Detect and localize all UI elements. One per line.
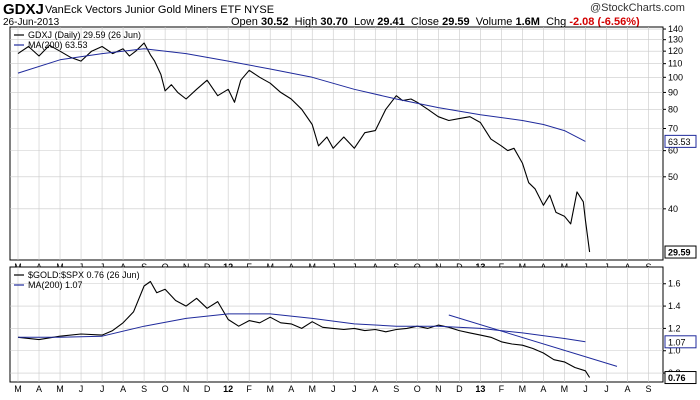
panel-1-ytick-label: 90 — [668, 87, 678, 97]
panel-2-month-label: M — [308, 384, 316, 394]
panel-2-ma-value-label: 1.07 — [668, 337, 686, 347]
panel-2-frame — [9, 266, 664, 383]
volume-value: 1.6M — [515, 16, 540, 28]
panel-2-month-label: M — [56, 384, 64, 394]
open-label: Open — [231, 16, 258, 28]
panel-2-month-label: M — [519, 384, 527, 394]
change-label: Chg — [546, 16, 567, 28]
ticker-symbol: GDXJ — [3, 1, 44, 18]
panel-1-ma-200-line — [17, 48, 586, 142]
panel-2-month-label: M — [561, 384, 569, 394]
panel-2-month-label: M — [14, 384, 22, 394]
panel-1-ytick-label: 140 — [668, 24, 683, 34]
panel-2-month-label: J — [331, 384, 336, 394]
panel-2-month-label: A — [288, 384, 294, 394]
panel-2-month-label: F — [246, 384, 252, 394]
panel-2-legend-price: $GOLD:$SPX 0.76 (26 Jun) — [28, 270, 140, 280]
panel-2-ma-200-line — [18, 313, 586, 343]
panel-2-month-label: F — [499, 384, 505, 394]
panel-2-month-label: S — [393, 384, 399, 394]
panel-2-month-label: 12 — [223, 384, 233, 394]
exchange-label: NYSE — [244, 4, 275, 16]
panel-1-last-value-label-box — [664, 245, 697, 259]
panel-2-ytick-label: 1.0 — [668, 346, 681, 356]
panel-2-month-label: A — [624, 384, 630, 394]
low-label: Low — [353, 16, 375, 28]
chart-date: 26-Jun-2013 — [3, 17, 60, 28]
high-label: High — [294, 16, 318, 28]
panel-2-month-label: A — [540, 384, 546, 394]
panel-2-month-label: J — [100, 384, 105, 394]
close-label: Close — [410, 16, 440, 28]
panel-2-ytick-label: 1.6 — [668, 279, 681, 289]
panel-2-month-label: A — [120, 384, 126, 394]
panel-2-price-line — [17, 280, 591, 378]
panel-1-ytick-label: 60 — [668, 146, 678, 156]
close-value: 29.59 — [442, 16, 470, 28]
panel-2-month-label: D — [456, 384, 463, 394]
panel-1-frame — [9, 26, 664, 261]
panel-1-price-line — [17, 42, 591, 253]
panel-2-month-label: O — [414, 384, 421, 394]
panel-1-ytick-label: 70 — [668, 124, 678, 134]
panel-2-month-label: 13 — [475, 384, 485, 394]
panel-2-last-value-label-box — [664, 371, 697, 385]
panel-1-last-value-label: 29.59 — [668, 248, 691, 258]
panel-2-month-label: J — [352, 384, 357, 394]
panel-1-ytick-label: 80 — [668, 104, 678, 114]
panel-2-month-label: S — [645, 384, 651, 394]
panel-2-month-label: D — [204, 384, 211, 394]
panel-1-ytick-label: 50 — [668, 172, 678, 182]
panel-2-month-label: N — [183, 384, 190, 394]
high-value: 30.70 — [320, 16, 348, 28]
panel-2-month-label: A — [372, 384, 378, 394]
panel-2-legend-ma: MA(200) 1.07 — [28, 280, 83, 290]
panel-1-ma-value-label: 63.53 — [668, 137, 691, 147]
panel-1-legend-price: GDXJ (Daily) 29.59 (26 Jun) — [28, 30, 141, 40]
panel-1-legend-ma: MA(200) 63.53 — [28, 40, 88, 50]
panel-2-month-label: J — [604, 384, 609, 394]
panel-2-month-label: J — [583, 384, 588, 394]
panel-2-ytick-label: 1.4 — [668, 301, 681, 311]
panel-1-ytick-label: 120 — [668, 46, 683, 56]
watermark: @StockCharts.com — [590, 2, 685, 14]
security-name: VanEck Vectors Junior Gold Miners ETF NY… — [45, 4, 274, 16]
panel-2-month-label: N — [435, 384, 442, 394]
panel-1-ma-value-label-box — [664, 134, 697, 148]
low-value: 29.41 — [377, 16, 405, 28]
panel-2-ma-value-label-box — [664, 335, 697, 349]
panel-2-month-label: J — [79, 384, 84, 394]
panel-2-ytick-label: 1.2 — [668, 323, 681, 333]
panel-1-ytick-label: 130 — [668, 35, 683, 45]
open-value: 30.52 — [260, 16, 289, 28]
panel-1-ytick-label: 40 — [668, 204, 678, 214]
panel-2-trendline — [448, 314, 618, 367]
security-name-text: VanEck Vectors Junior Gold Miners ETF — [45, 4, 242, 16]
panel-2-month-label: S — [141, 384, 147, 394]
panel-2-month-label: A — [36, 384, 42, 394]
quote-bar: Open 30.52 High 30.70 Low 29.41 Close 29… — [231, 16, 640, 28]
panel-2-month-label: O — [162, 384, 169, 394]
panel-1-ytick-label: 100 — [668, 72, 683, 82]
panel-2-last-value-label: 0.76 — [668, 373, 686, 383]
change-value: -2.08 (-6.56%) — [569, 16, 640, 28]
panel-2-month-label: M — [266, 384, 274, 394]
panel-1-ytick-label: 110 — [668, 59, 682, 69]
volume-label: Volume — [475, 16, 513, 28]
